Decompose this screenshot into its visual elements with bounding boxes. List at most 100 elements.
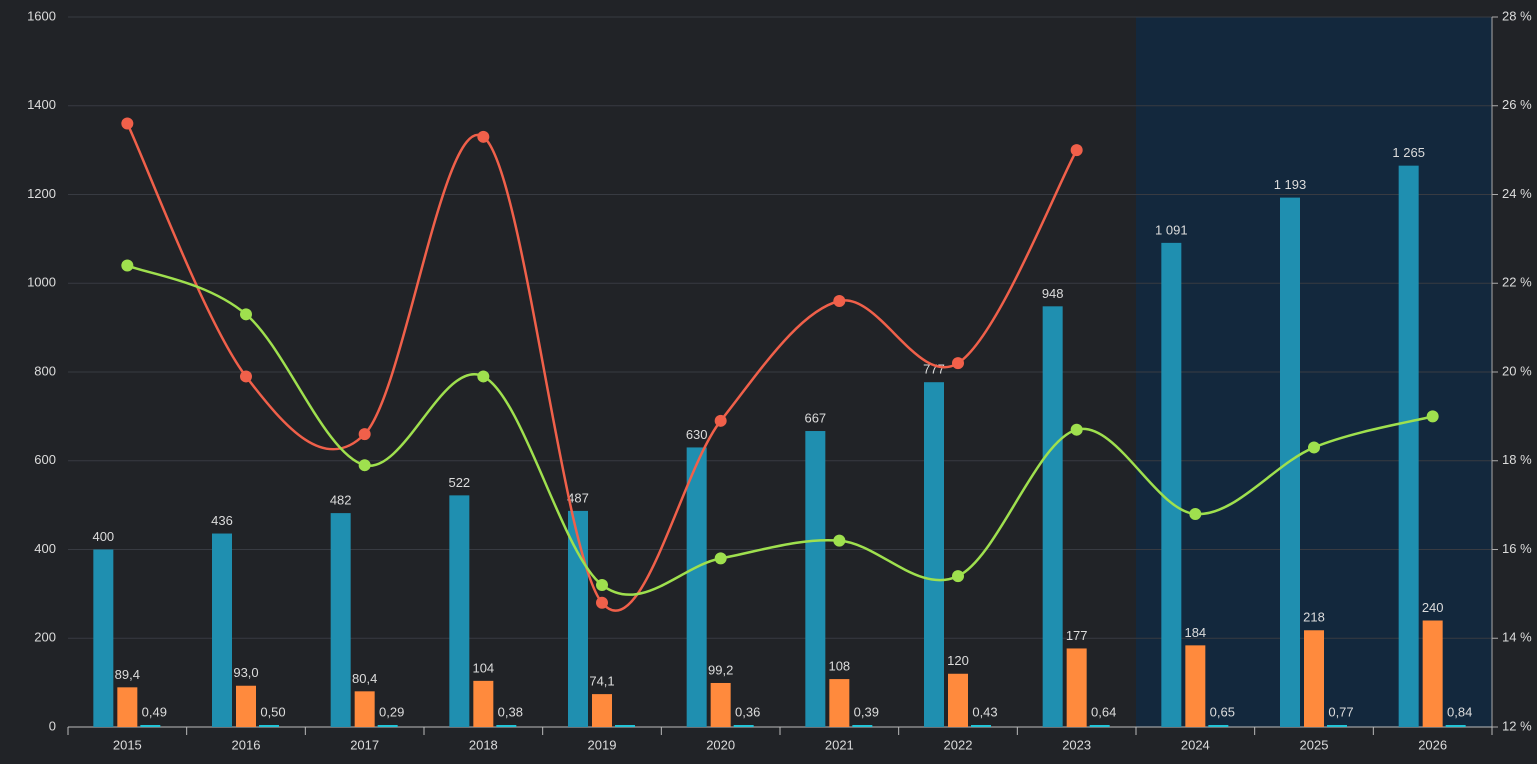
data-label: 436 [211,513,233,528]
y-tick-label: 1400 [27,97,56,112]
bar [236,685,256,727]
data-label: 487 [567,490,589,505]
line-point [1189,508,1202,520]
x-tick-label: 2015 [113,737,142,752]
x-tick-label: 2023 [1062,737,1091,752]
x-tick-label: 2025 [1300,737,1329,752]
bar [568,510,588,727]
data-label: 667 [804,410,826,425]
bar [93,549,114,727]
y-tick-label: 200 [34,630,56,645]
bar [330,513,351,727]
y-tick-label: 600 [34,452,56,467]
data-label: 0,64 [1091,704,1116,719]
bar [473,680,494,727]
y-tick-label: 400 [34,541,56,556]
x-tick-label: 2017 [350,737,379,752]
x-tick-label: 2026 [1418,737,1447,752]
data-label: 0,49 [142,704,167,719]
line-point [121,259,134,272]
line-point [358,459,371,472]
y-tick-label: 1000 [27,275,56,290]
data-label: 0,38 [498,704,523,719]
line-point [1070,144,1083,157]
data-label: 948 [1042,286,1064,301]
bar [1066,648,1087,727]
data-label: 93,0 [233,665,258,680]
y2-tick-label: 14 % [1502,630,1532,645]
data-label: 630 [686,427,708,442]
bar [1327,725,1347,727]
data-label: 0,65 [1210,704,1235,719]
data-label: 1 265 [1392,145,1425,160]
data-label: 777 [923,362,945,377]
line-point [240,308,252,321]
data-label: 99,2 [708,662,733,677]
x-tick-label: 2019 [588,737,617,752]
data-label: 0,39 [854,704,879,719]
line-point [596,579,608,591]
data-label: 0,50 [260,704,285,719]
line-point [358,428,371,441]
bar [1089,725,1110,727]
x-tick-label: 2018 [469,737,498,752]
data-label: 0,29 [379,704,404,719]
data-label: 0,36 [735,704,760,719]
y-tick-label: 1600 [27,8,56,23]
bar [829,679,850,727]
bar [1398,165,1419,727]
y2-tick-label: 18 % [1502,452,1532,467]
data-label: 482 [330,493,352,508]
bar [259,725,279,727]
line-point [952,357,964,370]
bar [971,725,991,727]
line-point [714,552,727,565]
x-tick-label: 2020 [706,737,735,752]
y2-tick-label: 20 % [1502,363,1532,378]
data-label: 108 [828,659,850,674]
data-label: 0,77 [1328,704,1353,719]
y-tick-label: 1200 [27,186,56,201]
bar [710,682,731,727]
bar [1304,630,1324,727]
line-point [952,570,964,583]
data-label: 177 [1066,628,1088,643]
x-tick-label: 2024 [1181,737,1210,752]
bar [212,533,232,727]
data-label: 240 [1422,600,1444,615]
line-point [833,295,846,307]
bar [354,691,375,727]
line-point [121,117,134,130]
line-point [477,130,490,143]
data-label: 120 [947,653,969,668]
bar [924,382,944,727]
y-tick-label: 800 [34,363,56,378]
data-label: 0,84 [1447,704,1472,719]
data-label: 1 193 [1274,177,1307,192]
bar [1185,645,1206,727]
bar [1208,725,1229,727]
line-point [1070,423,1083,436]
bar [117,687,138,727]
line-point [1308,441,1320,454]
bar [686,447,707,727]
bar [140,725,161,727]
line-point [596,596,608,609]
bar [948,673,968,727]
y2-tick-label: 16 % [1502,541,1532,556]
data-label: 522 [448,475,470,490]
data-label: 80,4 [352,671,377,686]
bar [615,725,635,727]
data-label: 89,4 [115,667,140,682]
bar [1422,620,1443,727]
y2-tick-label: 26 % [1502,97,1532,112]
line-point [833,534,846,547]
y-tick-label: 0 [49,718,56,733]
bar [852,725,873,727]
x-tick-label: 2021 [825,737,854,752]
y2-tick-label: 22 % [1502,275,1532,290]
bar [1042,306,1063,727]
data-label: 1 091 [1155,222,1188,237]
bar [805,431,826,727]
